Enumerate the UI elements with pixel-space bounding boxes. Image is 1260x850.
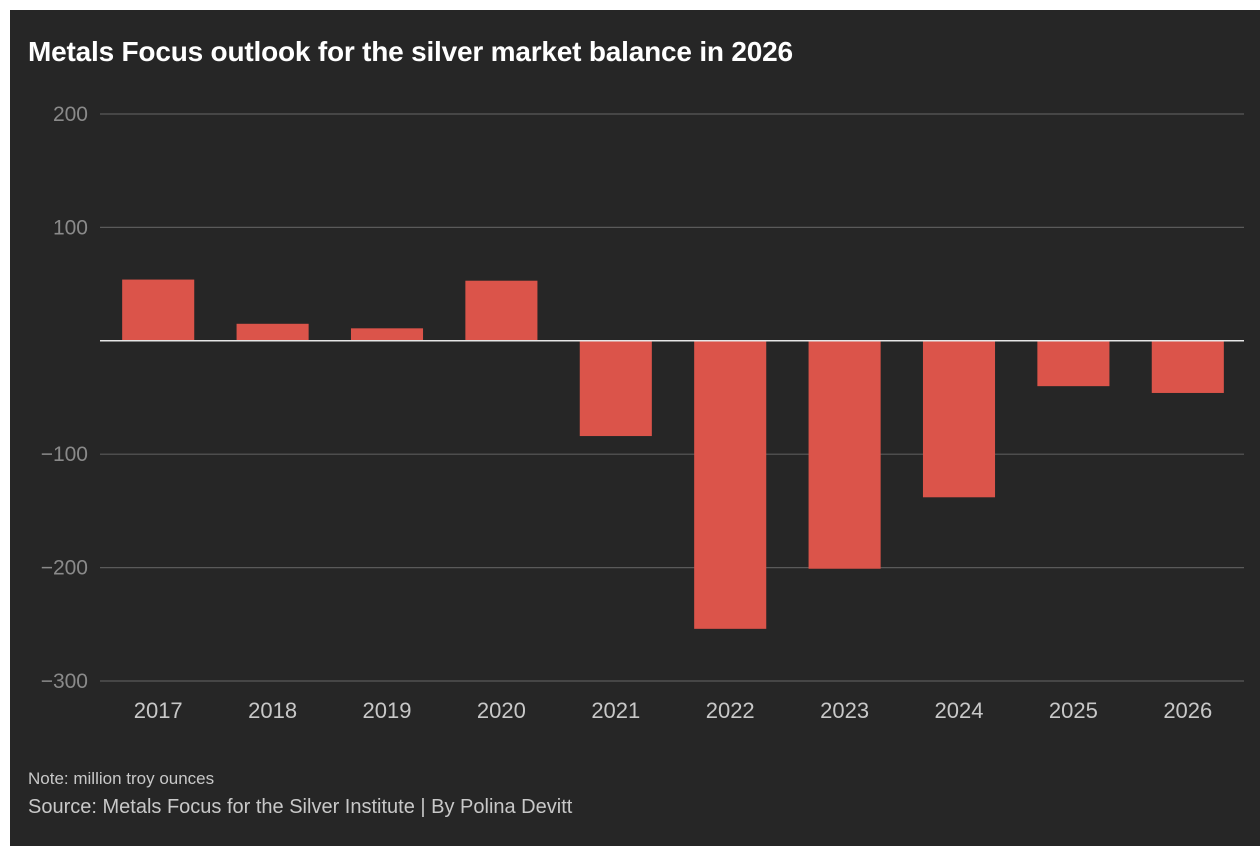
bar-2025 — [1037, 340, 1110, 387]
bar-2026 — [1151, 340, 1224, 393]
bar-2018 — [236, 323, 309, 341]
chart-title: Metals Focus outlook for the silver mark… — [28, 36, 793, 67]
x-tick-label: 2018 — [248, 698, 297, 723]
x-tick-label: 2023 — [820, 698, 869, 723]
y-tick-label: 100 — [53, 216, 88, 239]
bar-2024 — [922, 340, 996, 498]
x-tick-label: 2017 — [134, 698, 183, 723]
chart-source: Source: Metals Focus for the Silver Inst… — [28, 796, 573, 818]
x-tick-label: 2020 — [477, 698, 526, 723]
x-tick-label: 2025 — [1049, 698, 1098, 723]
bar-chart: 200 100 −100 −200 −300 2017 2018 2019 2020 2021 20… — [41, 103, 1244, 723]
y-tick-label: −200 — [41, 557, 88, 580]
x-tick-label: 2022 — [706, 698, 755, 723]
chart-note: Note: million troy ounces — [28, 769, 215, 788]
chart-panel: Metals Focus outlook for the silver mark… — [10, 10, 1260, 846]
x-tick-label: 2024 — [935, 698, 984, 723]
y-tick-label: −300 — [41, 670, 88, 693]
x-tick-label: 2019 — [363, 698, 412, 723]
bar-2020 — [465, 280, 538, 341]
bar-2021 — [579, 340, 652, 437]
bar-2017 — [122, 279, 195, 341]
bar-2023 — [808, 340, 881, 569]
y-tick-label: −100 — [41, 443, 88, 466]
bar-2019 — [350, 328, 424, 341]
x-tick-label: 2026 — [1163, 698, 1212, 723]
bar-2022 — [694, 340, 767, 629]
y-tick-label: 200 — [53, 103, 88, 126]
x-tick-label: 2021 — [591, 698, 640, 723]
